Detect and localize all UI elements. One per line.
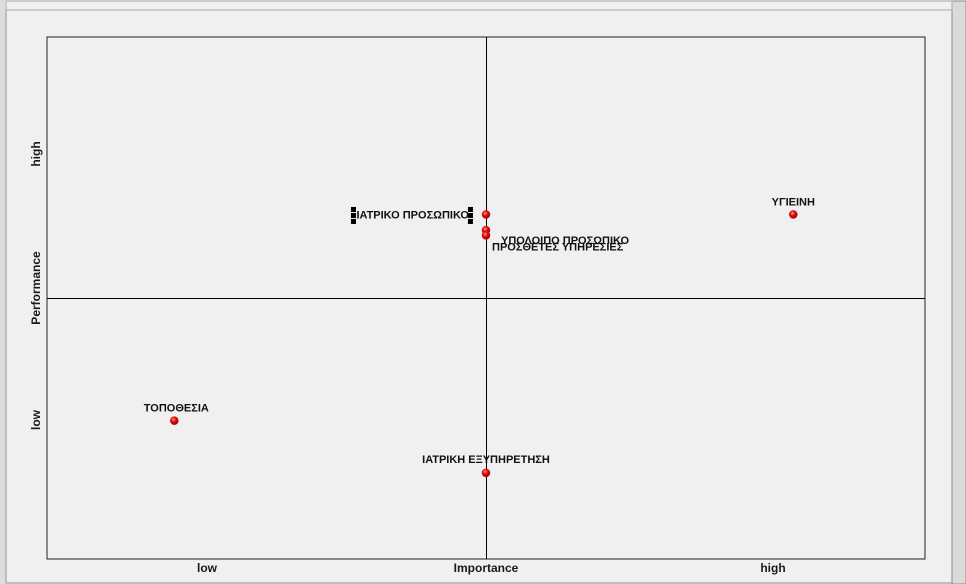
data-point[interactable] (481, 468, 491, 478)
data-point[interactable] (481, 210, 491, 219)
data-point-group[interactable]: ΥΓΙΕΙΝΗ (772, 196, 815, 219)
point-label[interactable]: ΥΠΟΛΟΙΠΟ ΠΡΟΣΩΠΙΚΟ (501, 235, 629, 247)
point-label[interactable]: ΙΑΤΡΙΚΟ ΠΡΟΣΩΠΙΚΟ (356, 209, 469, 221)
data-point[interactable] (170, 416, 179, 425)
selection-handle[interactable] (467, 212, 473, 218)
point-label[interactable]: ΠΡΟΣΘΕΤΕΣ ΥΠΗΡΕΣΙΕΣ (492, 241, 624, 253)
selection-handle[interactable] (350, 218, 356, 224)
selection-handle[interactable] (350, 212, 356, 218)
x-tick-low: low (197, 561, 218, 575)
y-tick-high: high (29, 141, 43, 166)
window-frame-right (951, 0, 966, 584)
selection-handle[interactable] (467, 218, 473, 224)
y-axis-label: Performance (29, 251, 43, 325)
selection-handle[interactable] (467, 206, 473, 212)
data-point[interactable] (481, 231, 491, 240)
data-point-group[interactable]: ΙΑΤΡΙΚΟ ΠΡΟΣΩΠΙΚΟ (350, 206, 491, 224)
selection-handle[interactable] (350, 206, 356, 212)
points-layer: ΙΑΤΡΙΚΟ ΠΡΟΣΩΠΙΚΟ ΥΠΟΛΟΙΠΟ ΠΡΟΣΩΠΙΚΟΠΡΟΣΘ… (144, 196, 815, 478)
data-point-group[interactable]: ΤΟΠΟΘΕΣΙΑ (144, 403, 209, 425)
window-frame-left-edge (0, 0, 5, 584)
x-tick-high: high (760, 561, 785, 575)
y-tick-low: low (29, 409, 43, 430)
point-label[interactable]: ΤΟΠΟΘΕΣΙΑ (144, 403, 209, 415)
data-point-group[interactable]: ΙΑΤΡΙΚΗ ΕΞΥΠΗΡΕΤΗΣΗ (422, 454, 550, 478)
point-label[interactable]: ΙΑΤΡΙΚΗ ΕΞΥΠΗΡΕΤΗΣΗ (422, 454, 550, 466)
x-axis-label: Importance (454, 561, 519, 575)
point-label[interactable]: ΥΓΙΕΙΝΗ (772, 196, 815, 208)
window-top-bar (5, 0, 953, 11)
data-point-group[interactable]: ΠΡΟΣΘΕΤΕΣ ΥΠΗΡΕΣΙΕΣ (481, 231, 624, 253)
data-point[interactable] (788, 210, 798, 219)
